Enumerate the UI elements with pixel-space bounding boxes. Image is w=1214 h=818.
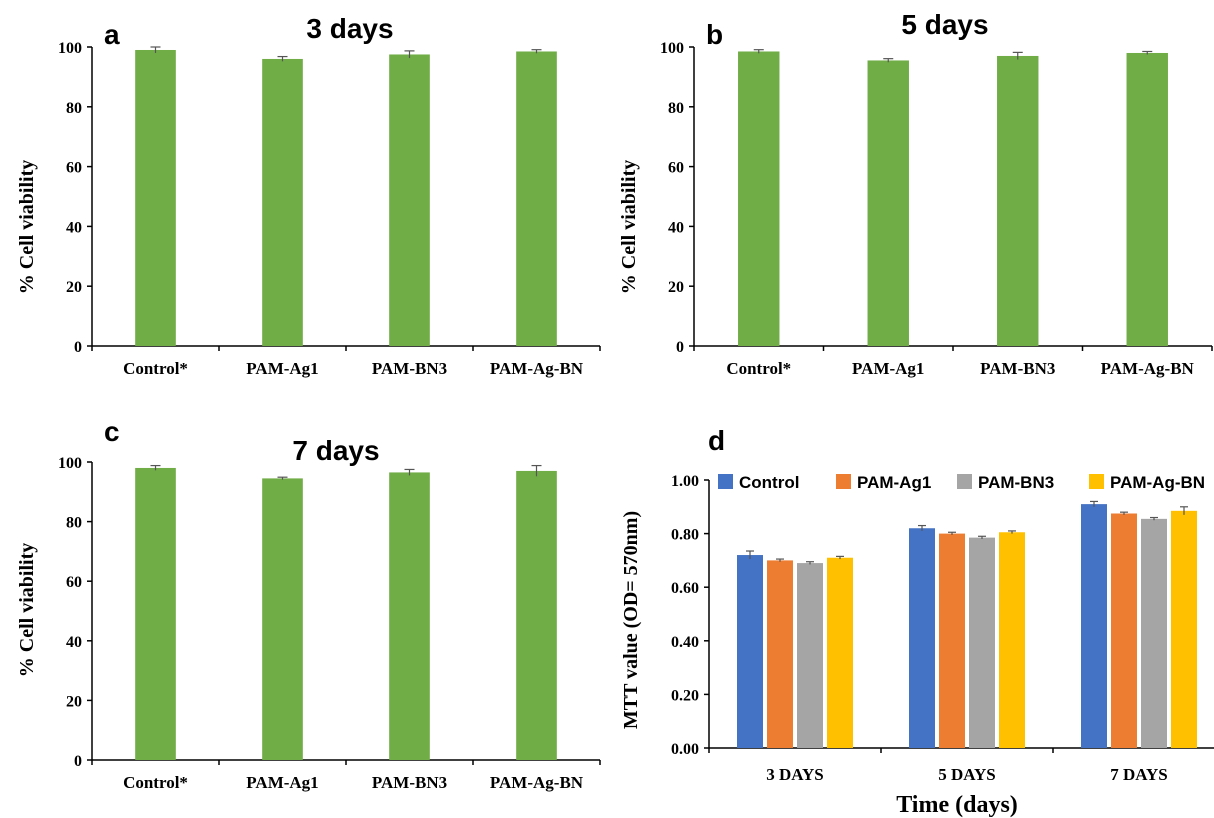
bar-pam-bn3: [1141, 518, 1167, 748]
bar: [389, 472, 430, 760]
bar-pam-ag1: [767, 560, 793, 748]
y-tick-label: 20: [66, 693, 82, 710]
panel-letter-c: c: [104, 416, 120, 447]
bar: [867, 60, 909, 347]
y-axis-title-c: % Cell viability: [16, 543, 38, 677]
panel-letter-a: a: [104, 19, 120, 50]
y-tick-label: 0: [74, 753, 82, 770]
bar-pam-ag1: [1111, 513, 1137, 748]
x-category-label: PAM-Ag-BN: [490, 359, 584, 378]
y-tick-label: 40: [66, 219, 82, 236]
y-tick-label: 60: [66, 574, 82, 591]
x-category-label: Control*: [123, 359, 188, 378]
bar: [262, 478, 303, 760]
legend-label: PAM-Ag-BN: [1110, 473, 1205, 492]
y-tick-label: 60: [66, 160, 82, 177]
bar: [516, 470, 557, 760]
x-axis-title-d: Time (days): [896, 792, 1018, 818]
bar: [738, 51, 780, 347]
legend-swatch: [957, 474, 972, 489]
x-category-label: PAM-BN3: [980, 359, 1055, 378]
panel-letter-b: b: [706, 19, 723, 50]
panel-title-b: 5 days: [901, 9, 988, 40]
plot-area-d: 0.00 0.20 0.40 0.60 0.80 1.00 3 DAYS 5 DAYS 7 DA…: [671, 473, 1214, 784]
y-tick-label: 100: [58, 40, 82, 57]
x-category-label: PAM-Ag-BN: [490, 773, 584, 792]
bar-control: [1081, 504, 1107, 748]
y-tick-label: 20: [66, 279, 82, 296]
bar-control: [909, 528, 935, 748]
panel-c: c 7 days % Cell viability 0 20 40 60 80 100 Co…: [16, 416, 601, 792]
y-tick-label: 0.20: [671, 687, 699, 704]
y-tick-label: 40: [668, 219, 684, 236]
bar-pam-ag-bn: [999, 532, 1025, 748]
bar-pam-ag1: [939, 533, 965, 748]
y-tick-label: 20: [668, 279, 684, 296]
x-category-label: 5 DAYS: [938, 765, 995, 784]
y-tick-label: 1.00: [671, 473, 699, 490]
x-category-label: Control*: [726, 359, 791, 378]
legend-swatch: [1089, 474, 1104, 489]
y-tick-label: 0.00: [671, 741, 699, 758]
y-tick-label: 0.80: [671, 527, 699, 544]
plot-area-c: 0 20 40 60 80 100 Control* PAM-Ag1 PAM-BN3 PAM-Ag…: [58, 455, 601, 792]
y-tick-label: 0: [74, 339, 82, 356]
panel-title-a: 3 days: [306, 13, 393, 44]
x-category-label: 3 DAYS: [766, 765, 823, 784]
legend-swatch: [718, 474, 733, 489]
y-tick-label: 40: [66, 634, 82, 651]
legend-d: Control PAM-Ag1 PAM-BN3 PAM-Ag-BN: [718, 473, 1205, 492]
bar: [262, 58, 303, 347]
x-category-label: PAM-Ag1: [246, 359, 318, 378]
legend-label: PAM-Ag1: [857, 473, 931, 492]
bar-pam-ag-bn: [1171, 510, 1197, 748]
x-category-label: PAM-BN3: [372, 773, 447, 792]
y-axis-title-a: % Cell viability: [16, 160, 38, 294]
bar: [1126, 52, 1168, 346]
y-tick-label: 60: [668, 160, 684, 177]
plot-area-a: 0 20 40 60 80 100 Control* PAM-Ag1 PAM-BN3 PAM-Ag…: [58, 40, 601, 378]
x-category-label: PAM-Ag1: [246, 773, 318, 792]
bar-pam-ag-bn: [827, 557, 853, 748]
x-category-label: PAM-BN3: [372, 359, 447, 378]
panel-letter-d: d: [708, 425, 725, 456]
panel-a: a 3 days % Cell viability 0 20 40 60 80 100 Co…: [16, 13, 601, 378]
bar: [997, 55, 1039, 346]
y-tick-label: 0.40: [671, 634, 699, 651]
y-tick-label: 0.60: [671, 580, 699, 597]
panel-b: b 5 days % Cell viability 0 20 40 60 80 100 Co…: [618, 9, 1213, 378]
bar: [516, 51, 557, 347]
y-tick-label: 80: [66, 515, 82, 532]
y-tick-label: 80: [668, 100, 684, 117]
panel-d: d MTT value (OD= 570nm) Time (days) Cont…: [620, 425, 1214, 818]
x-category-label: PAM-Ag-BN: [1101, 359, 1195, 378]
x-category-label: PAM-Ag1: [852, 359, 924, 378]
legend-swatch: [836, 474, 851, 489]
x-category-label: 7 DAYS: [1110, 765, 1167, 784]
plot-area-b: 0 20 40 60 80 100 Control* PAM-Ag1 PAM-BN3 PAM-Ag…: [660, 40, 1213, 378]
y-axis-title-b: % Cell viability: [618, 160, 640, 294]
y-axis-title-d: MTT value (OD= 570nm): [620, 511, 642, 729]
y-tick-label: 100: [660, 40, 684, 57]
panel-title-c: 7 days: [292, 435, 379, 466]
y-tick-label: 0: [676, 339, 684, 356]
y-tick-label: 100: [58, 455, 82, 472]
bar: [135, 49, 176, 347]
y-tick-label: 80: [66, 100, 82, 117]
x-category-label: Control*: [123, 773, 188, 792]
bar-pam-bn3: [969, 537, 995, 748]
bar-pam-bn3: [797, 563, 823, 748]
legend-label: Control: [739, 473, 799, 492]
bar-control: [737, 555, 763, 748]
legend-label: PAM-BN3: [978, 473, 1054, 492]
bar: [135, 467, 176, 760]
bar: [389, 54, 430, 346]
